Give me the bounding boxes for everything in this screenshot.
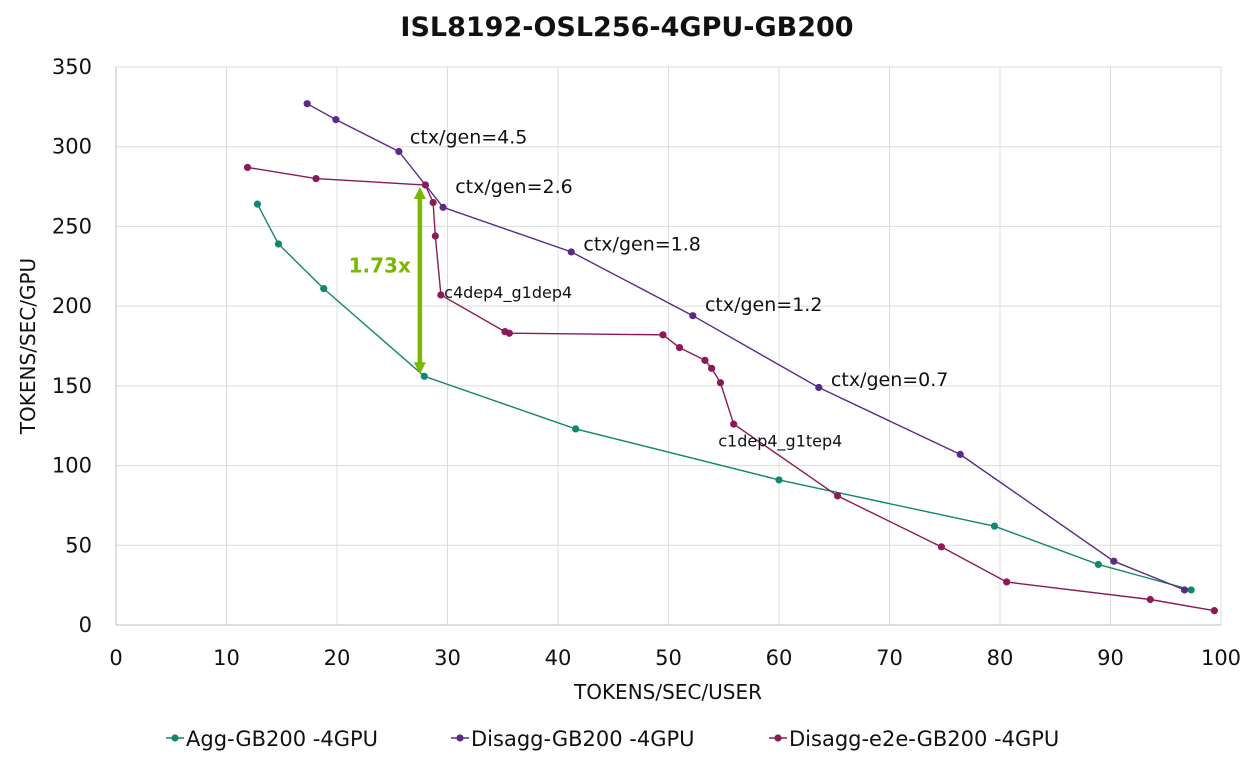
data-point <box>1110 557 1118 565</box>
data-point <box>659 331 667 339</box>
series-group <box>243 100 1218 615</box>
legend-item-3: Disagg-e2e-GB200 -4GPU <box>769 727 1059 751</box>
legend-item-1: Agg-GB200 -4GPU <box>166 727 378 751</box>
data-point <box>303 100 311 108</box>
annotation-label: ctx/gen=0.7 <box>831 369 948 391</box>
legend-swatch-marker <box>774 734 782 742</box>
data-point <box>431 232 439 240</box>
data-point <box>437 291 445 299</box>
y-tick-label: 250 <box>52 214 92 238</box>
series-2 <box>303 100 1189 594</box>
legend-item-2: Disagg-GB200 -4GPU <box>451 727 695 751</box>
data-point <box>956 450 964 459</box>
data-point <box>675 343 684 352</box>
annotation-label: ctx/gen=1.8 <box>583 233 700 255</box>
data-point <box>253 200 262 208</box>
data-point <box>320 285 328 293</box>
annotation-label: ctx/gen=2.6 <box>455 176 572 198</box>
legend-swatch-marker <box>456 734 464 742</box>
data-point <box>395 147 403 156</box>
legend-label: Agg-GB200 -4GPU <box>186 727 378 751</box>
data-point <box>243 163 252 172</box>
data-point <box>1094 560 1102 569</box>
speedup-annotation: 1.73x <box>349 186 426 375</box>
x-axis-label: TOKENS/SEC/USER <box>573 680 762 704</box>
y-tick-label: 150 <box>52 374 92 398</box>
data-point <box>421 181 429 189</box>
x-tick-label: 50 <box>655 646 682 670</box>
data-point <box>439 203 447 211</box>
data-point <box>1146 595 1154 604</box>
y-tick-label: 300 <box>52 135 92 159</box>
x-tick-label: 40 <box>545 646 572 670</box>
data-point <box>937 543 946 551</box>
y-tick-label: 50 <box>65 533 92 557</box>
data-point <box>332 116 340 124</box>
data-point <box>1003 578 1011 586</box>
x-tick-label: 30 <box>434 646 461 670</box>
x-tick-label: 90 <box>1097 646 1124 670</box>
gridlines <box>115 66 1222 626</box>
series-1 <box>253 200 1195 594</box>
chart-title: ISL8192-OSL256-4GPU-GB200 <box>400 12 853 43</box>
legend-swatch-marker <box>171 734 179 742</box>
annotation-label: ctx/gen=4.5 <box>410 127 527 149</box>
y-tick-label: 0 <box>79 613 92 637</box>
data-point <box>567 248 575 256</box>
y-axis-label: TOKENS/SEC/GPU <box>16 258 40 435</box>
data-point <box>815 383 823 392</box>
legend: Agg-GB200 -4GPU Disagg-GB200 -4GPU Disagg-… <box>166 727 1059 751</box>
annotations: ctx/gen=4.5 ctx/gen=2.6 ctx/gen=1.8 ctx/gen… <box>410 127 948 452</box>
speedup-arrowhead-top <box>413 186 426 199</box>
data-point <box>701 356 709 364</box>
data-point <box>572 425 580 433</box>
data-point <box>833 492 842 500</box>
data-point <box>1180 586 1189 594</box>
speedup-arrowhead-bottom <box>413 362 426 375</box>
y-tick-labels: 0 50 100 150 200 250 300 350 <box>52 55 92 637</box>
legend-label: Disagg-e2e-GB200 -4GPU <box>789 727 1059 751</box>
x-tick-label: 100 <box>1201 646 1241 670</box>
x-tick-label: 10 <box>213 646 240 670</box>
speedup-label: 1.73x <box>349 254 411 278</box>
legend-label: Disagg-GB200 -4GPU <box>471 727 695 751</box>
x-tick-labels: 0 10 20 30 40 50 60 70 80 90 100 <box>109 646 1241 670</box>
data-point <box>716 379 725 387</box>
data-point <box>1210 607 1218 615</box>
series-3 <box>243 163 1218 615</box>
y-tick-label: 100 <box>52 454 92 478</box>
data-point <box>1187 586 1195 594</box>
data-point <box>312 175 320 183</box>
annotation-label: c1dep4_g1tep4 <box>718 431 842 451</box>
x-tick-label: 60 <box>766 646 793 670</box>
data-point <box>505 329 513 337</box>
y-tick-label: 350 <box>52 55 92 79</box>
data-point <box>274 240 283 248</box>
axes <box>115 67 1221 626</box>
data-point <box>429 198 437 207</box>
series-line <box>306 103 1185 591</box>
data-point <box>990 522 999 530</box>
data-point <box>730 420 738 428</box>
series-line <box>247 166 1215 612</box>
x-tick-label: 80 <box>987 646 1014 670</box>
data-point <box>689 312 697 320</box>
x-tick-label: 20 <box>324 646 351 670</box>
x-tick-label: 0 <box>109 646 122 670</box>
x-tick-label: 70 <box>876 646 903 670</box>
annotation-label: c4dep4_g1dep4 <box>444 283 572 303</box>
annotation-label: ctx/gen=1.2 <box>705 294 822 316</box>
data-point <box>707 364 716 372</box>
data-point <box>420 372 428 380</box>
data-point <box>775 476 783 484</box>
y-tick-label: 200 <box>52 294 92 318</box>
